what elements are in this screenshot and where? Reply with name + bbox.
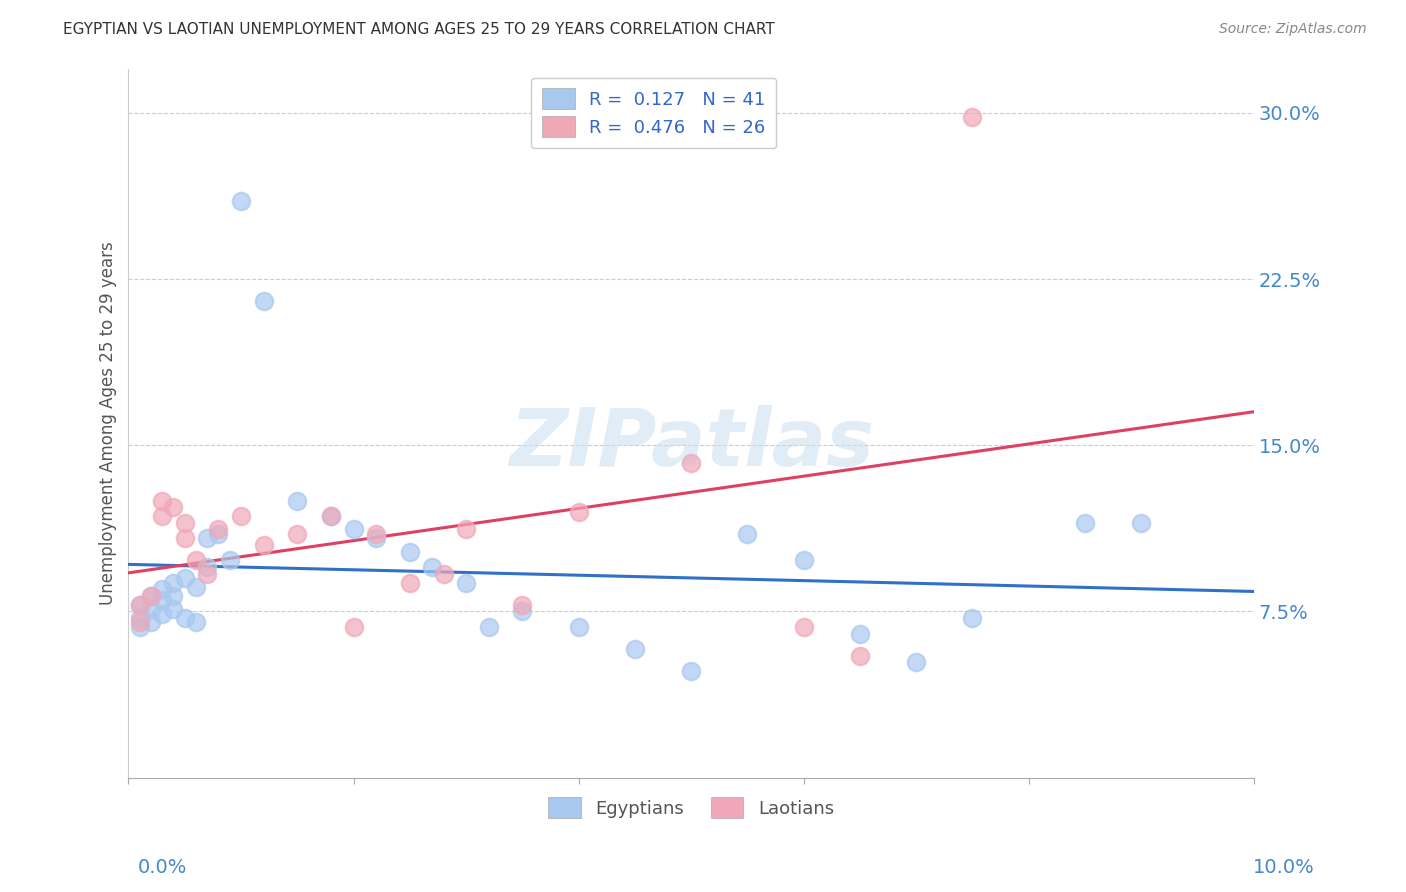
Point <box>1074 516 1097 530</box>
Point <box>128 598 150 612</box>
Point <box>184 553 207 567</box>
Point <box>150 582 173 597</box>
Point <box>195 566 218 581</box>
Point <box>128 620 150 634</box>
Point <box>510 604 533 618</box>
Point <box>1130 516 1153 530</box>
Point <box>849 648 872 663</box>
Point <box>162 575 184 590</box>
Point <box>207 526 229 541</box>
Point <box>737 526 759 541</box>
Point <box>128 615 150 630</box>
Point <box>793 620 815 634</box>
Point <box>319 509 342 524</box>
Point <box>139 602 162 616</box>
Point <box>477 620 499 634</box>
Point <box>849 626 872 640</box>
Point <box>285 526 308 541</box>
Point <box>962 110 984 124</box>
Point <box>128 598 150 612</box>
Point <box>139 615 162 630</box>
Text: 0.0%: 0.0% <box>138 858 187 877</box>
Point <box>173 611 195 625</box>
Point <box>195 531 218 545</box>
Point <box>567 620 589 634</box>
Point <box>364 526 387 541</box>
Point <box>173 516 195 530</box>
Point <box>510 598 533 612</box>
Point <box>624 642 647 657</box>
Point <box>793 553 815 567</box>
Point <box>319 509 342 524</box>
Point <box>962 611 984 625</box>
Text: EGYPTIAN VS LAOTIAN UNEMPLOYMENT AMONG AGES 25 TO 29 YEARS CORRELATION CHART: EGYPTIAN VS LAOTIAN UNEMPLOYMENT AMONG A… <box>63 22 775 37</box>
Point <box>567 505 589 519</box>
Point <box>681 456 703 470</box>
Point <box>184 580 207 594</box>
Point <box>252 538 274 552</box>
Point <box>150 509 173 524</box>
Point <box>150 593 173 607</box>
Point <box>285 493 308 508</box>
Point <box>184 615 207 630</box>
Point <box>229 194 252 209</box>
Point <box>128 611 150 625</box>
Point <box>139 589 162 603</box>
Point <box>229 509 252 524</box>
Point <box>454 575 477 590</box>
Text: 10.0%: 10.0% <box>1253 858 1315 877</box>
Text: ZIPatlas: ZIPatlas <box>509 405 873 483</box>
Point <box>173 571 195 585</box>
Point <box>905 656 928 670</box>
Point <box>398 575 420 590</box>
Point <box>173 531 195 545</box>
Point <box>207 522 229 536</box>
Point <box>364 531 387 545</box>
Point <box>150 607 173 621</box>
Point <box>342 522 364 536</box>
Point <box>139 589 162 603</box>
Legend: Egyptians, Laotians: Egyptians, Laotians <box>541 790 841 825</box>
Point <box>398 544 420 558</box>
Point <box>420 560 443 574</box>
Point <box>195 560 218 574</box>
Point <box>681 664 703 678</box>
Point <box>454 522 477 536</box>
Point <box>342 620 364 634</box>
Point <box>162 589 184 603</box>
Point <box>162 500 184 515</box>
Point <box>162 602 184 616</box>
Point <box>252 294 274 309</box>
Text: Source: ZipAtlas.com: Source: ZipAtlas.com <box>1219 22 1367 37</box>
Y-axis label: Unemployment Among Ages 25 to 29 years: Unemployment Among Ages 25 to 29 years <box>100 241 117 605</box>
Point <box>150 493 173 508</box>
Point <box>432 566 454 581</box>
Point <box>218 553 240 567</box>
